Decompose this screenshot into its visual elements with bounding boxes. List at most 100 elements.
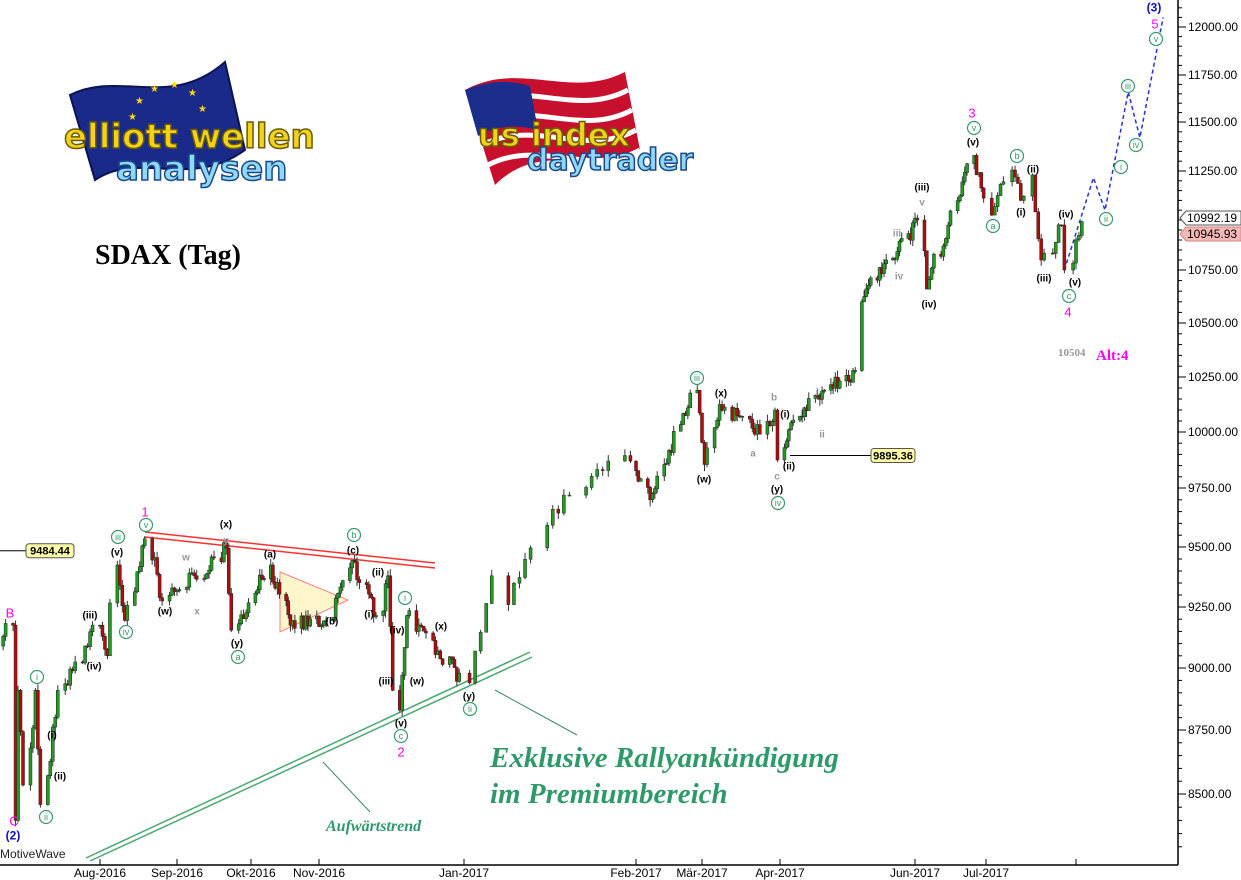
candle (600, 466, 605, 476)
y-tick-label: 9000.00 (1188, 661, 1232, 675)
wave-label-minor: (iii) (1037, 274, 1052, 285)
wave-label-circled: iii (1120, 78, 1136, 94)
candle (686, 404, 690, 420)
wave-label-text: c (1067, 291, 1072, 301)
x-tick-label: Sep-2016 (151, 866, 203, 880)
candle (813, 394, 818, 403)
projection-path (1063, 17, 1164, 271)
candle (562, 489, 566, 516)
price-marker[interactable]: 9895.36 (790, 447, 916, 463)
candle (915, 214, 920, 226)
wave-label-text: (iii) (379, 677, 394, 688)
candle (120, 579, 125, 613)
candle (595, 463, 599, 480)
candle (192, 569, 197, 579)
candle (286, 596, 291, 619)
wave-label-major: 4 (1064, 305, 1071, 320)
candle (868, 275, 873, 288)
wave-label-text: (iii) (915, 183, 930, 194)
candle (962, 166, 967, 186)
candle (133, 587, 137, 606)
candle (421, 625, 426, 632)
wave-label-text: c (399, 731, 404, 741)
candle (775, 408, 780, 462)
candle (798, 415, 802, 423)
wave-label-minor: (i) (47, 731, 56, 742)
resistance-line[interactable] (144, 531, 436, 569)
wave-circle-icon (770, 495, 786, 511)
candle (1010, 166, 1014, 187)
wave-label-text: (iv) (390, 626, 405, 637)
price-marker-label: 9484.44 (30, 546, 71, 558)
wave-label-text: (iv) (87, 662, 102, 673)
candle (209, 554, 214, 572)
wave-label-minor: (x) (715, 389, 727, 400)
candle (758, 419, 762, 435)
candle (551, 504, 555, 529)
promo-text[interactable]: Exklusive Rallyankündigung im Premiumber… (490, 740, 839, 812)
candle (431, 631, 435, 642)
candle (664, 458, 669, 466)
wave-label-minor: (i) (1016, 208, 1025, 219)
candle (1042, 248, 1046, 262)
trendline-label: Aufwärtstrend (326, 818, 422, 835)
candle (911, 220, 915, 247)
wave-label-text: (b) (326, 617, 339, 628)
candle (765, 414, 770, 440)
candle (390, 621, 395, 692)
candle (11, 622, 15, 632)
wave-label-text: (3) (1147, 0, 1162, 14)
wave-label-sub: c (774, 472, 780, 483)
candle (556, 505, 561, 520)
wave-label-text: (x) (220, 520, 232, 531)
last-price-text: 10992.19 (1187, 211, 1237, 225)
x-tick-label: Nov-2016 (293, 866, 345, 880)
wave-label-text: iv (1133, 140, 1140, 150)
candle (679, 420, 683, 432)
candle (697, 389, 702, 416)
candle (400, 672, 404, 717)
candle (38, 746, 43, 808)
wave-label-minor: (v) (111, 548, 123, 559)
candle (1077, 231, 1081, 242)
candle (157, 572, 162, 602)
candle (913, 212, 917, 228)
candle (584, 485, 588, 499)
wave-label-circled: c (393, 728, 409, 744)
svg-text:★: ★ (150, 84, 159, 95)
price-marker[interactable]: 9484.44 (0, 543, 75, 559)
wave-label-text: x (194, 607, 200, 618)
x-tick-label: Jan-2017 (439, 866, 489, 880)
wave-label-text: (w) (158, 607, 172, 618)
candle (545, 522, 549, 552)
candle (16, 685, 20, 823)
candle (634, 460, 638, 477)
candle (722, 403, 727, 415)
candle (523, 552, 527, 580)
candle (528, 545, 533, 564)
candle (1062, 219, 1067, 274)
wave-label-text: 2 (397, 745, 404, 760)
x-tick-label: Jul-2017 (963, 866, 1009, 880)
candle (946, 221, 950, 244)
wave-label-sub: iii (893, 229, 902, 240)
wave-label-text: (x) (435, 622, 447, 633)
candle (140, 544, 144, 572)
wave-label-minor: (ii) (54, 772, 66, 783)
wave-label-text: (i) (780, 410, 789, 421)
support-trendline[interactable] (85, 651, 533, 862)
wave-label-minor: (iv) (1059, 210, 1074, 221)
candle (31, 724, 35, 753)
candle (277, 579, 282, 599)
candle (807, 392, 811, 411)
candle (740, 415, 745, 422)
wave-label-minor: (ii) (783, 462, 795, 473)
candle (160, 593, 164, 606)
wave-label-circled: v (138, 517, 154, 533)
candle (284, 592, 288, 607)
wave-label-text: v (919, 198, 925, 209)
candle (414, 604, 419, 635)
wave-label-text: ii (819, 430, 825, 441)
candle (820, 386, 824, 405)
candle (925, 250, 929, 290)
